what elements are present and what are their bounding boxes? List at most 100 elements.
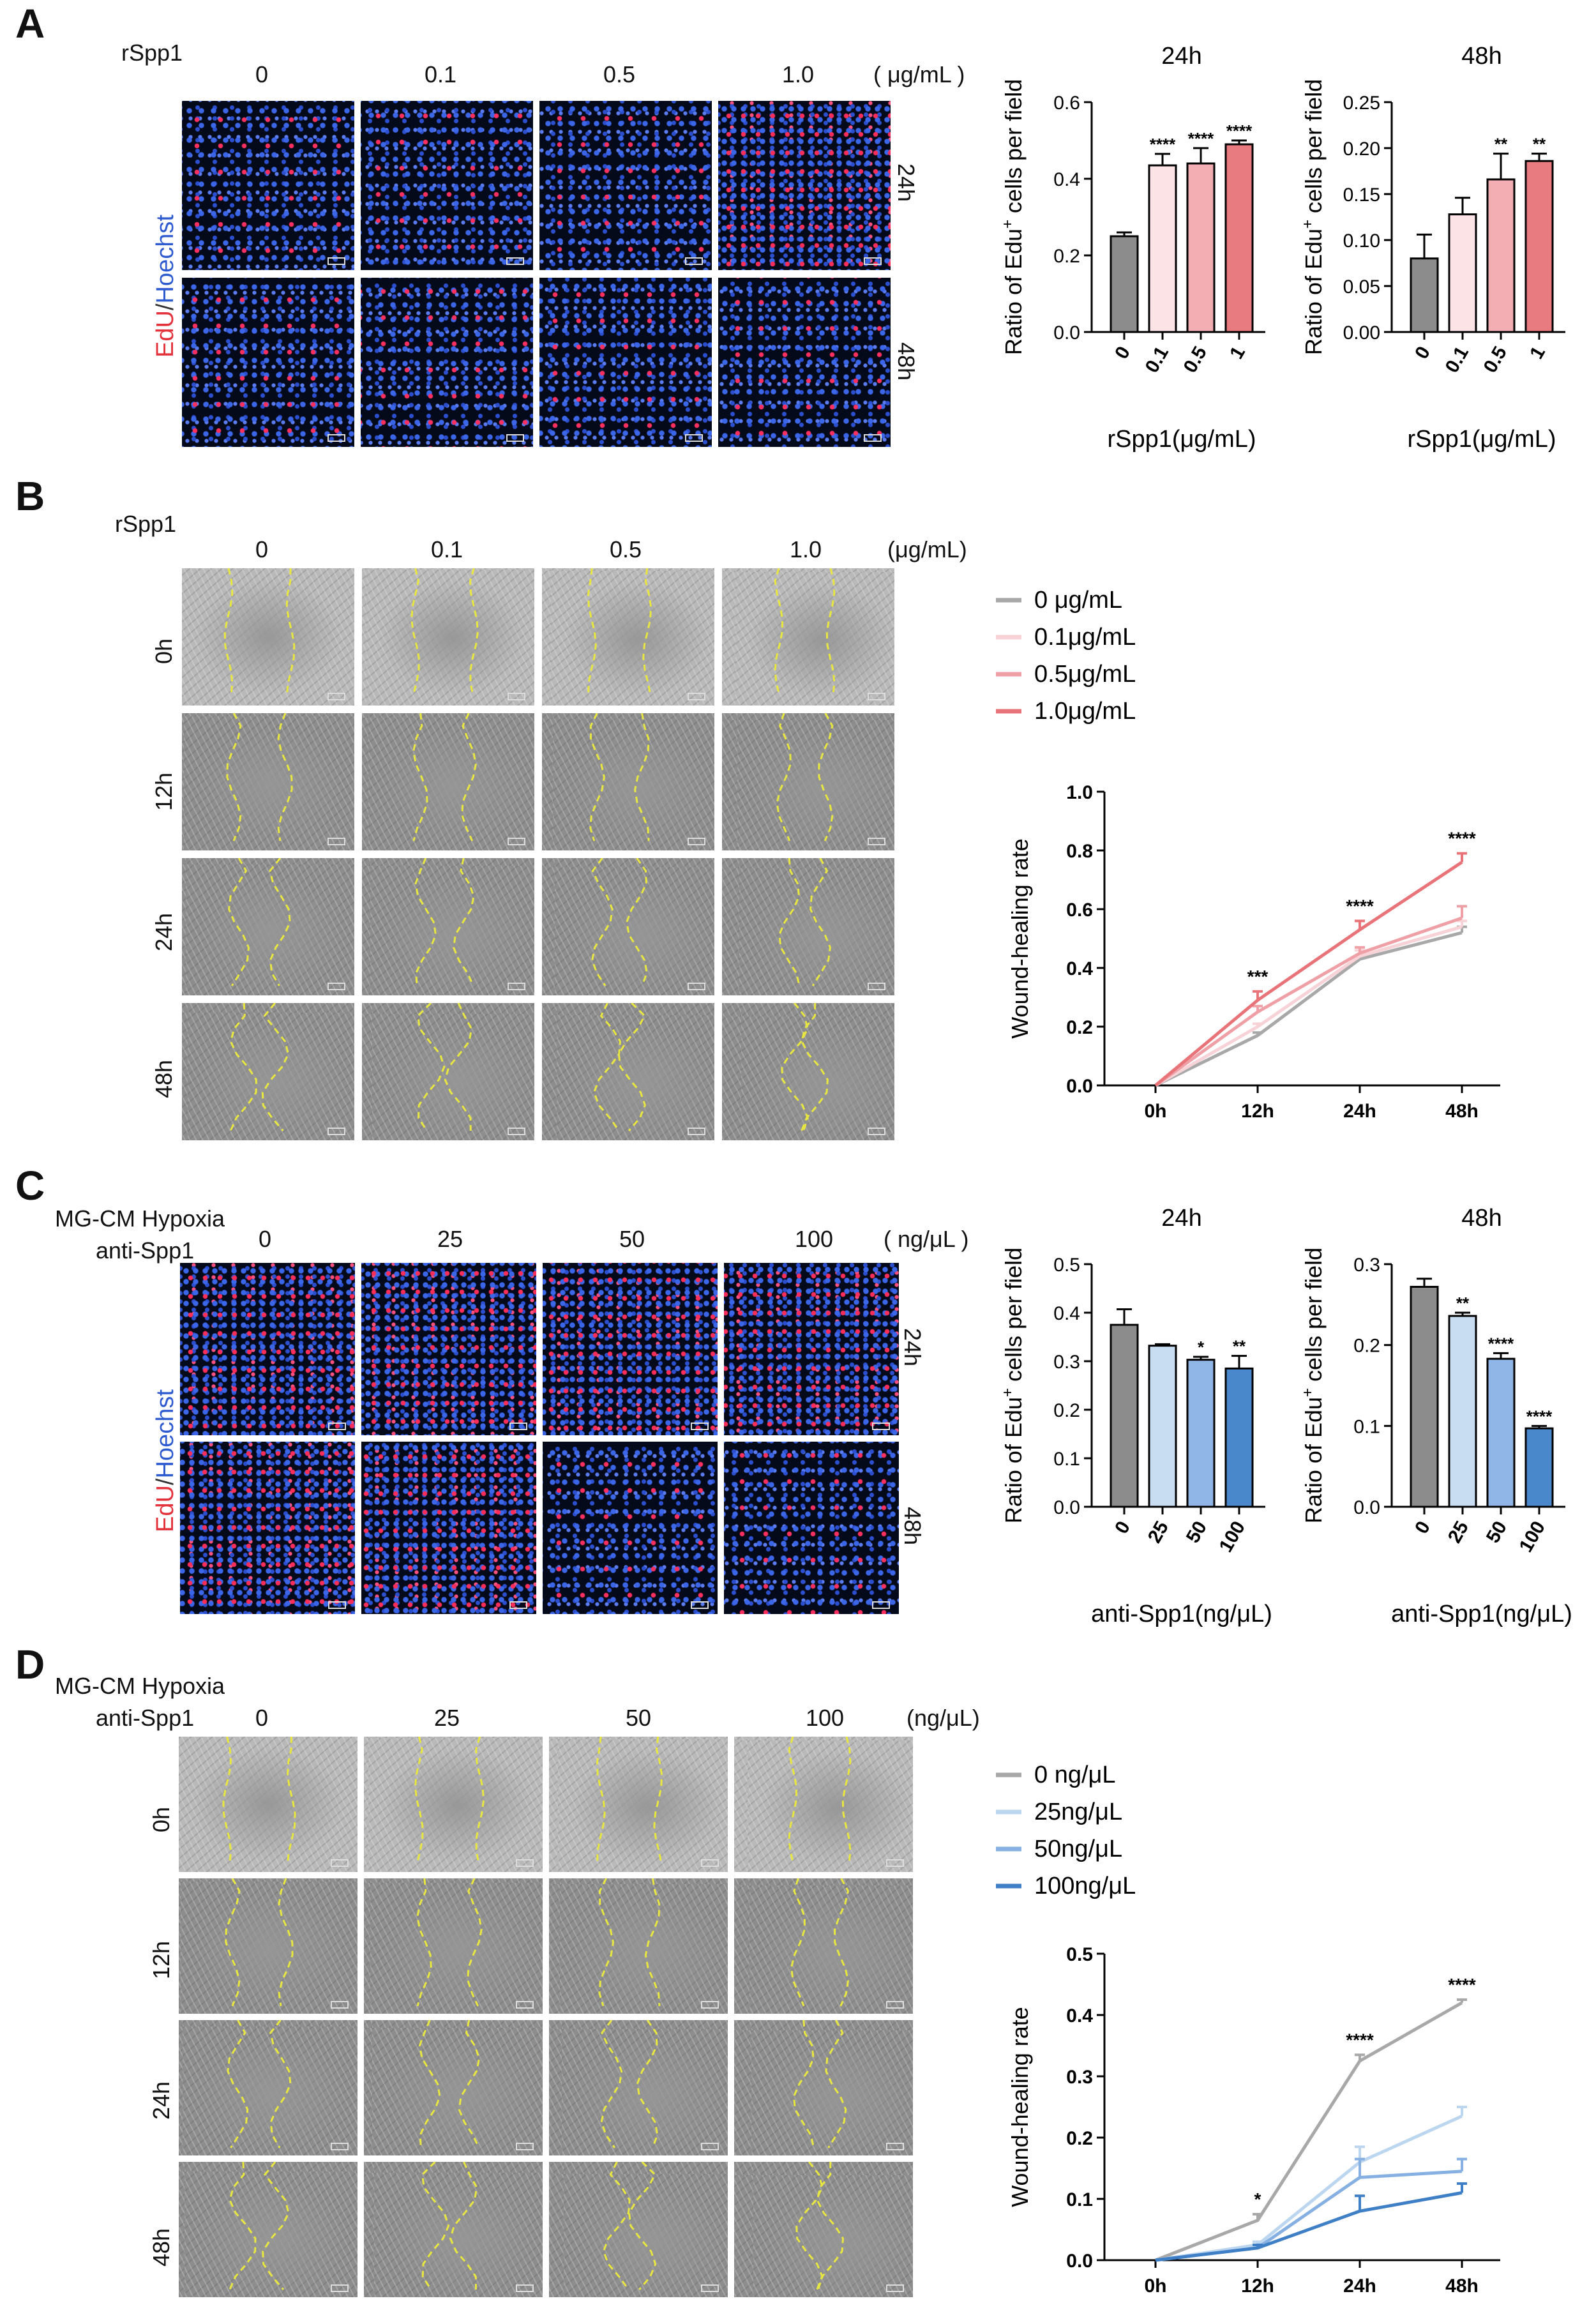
- wound-edge-lines: [776, 713, 834, 842]
- wound-edge: [626, 858, 648, 986]
- y-axis-label: Ratio of Edu+ cells per field: [999, 79, 1027, 355]
- significance-label: **: [1494, 135, 1508, 154]
- wound-edge-lines: [223, 568, 296, 697]
- row-label: 12h: [148, 1940, 174, 1979]
- micrograph: [543, 1263, 718, 1435]
- x-tick-label: 100: [1515, 1518, 1549, 1556]
- micrograph: [724, 1442, 899, 1614]
- wound-edge-lines: [412, 713, 477, 842]
- unit-label: ( μg/mL ): [873, 61, 965, 87]
- wound-edge: [223, 568, 234, 697]
- wound-micrograph: [364, 2020, 543, 2155]
- stain-label: EdU/Hoechst: [152, 215, 179, 358]
- y-tick-label: 0.4: [1066, 2005, 1093, 2026]
- wound-micrograph: [182, 568, 354, 706]
- y-tick-label: 0.4: [1066, 958, 1093, 979]
- x-tick-label: 100: [1215, 1518, 1249, 1556]
- wound-edge-lines: [600, 2020, 659, 2148]
- wound-micrograph: [549, 2162, 728, 2297]
- y-axis-label: Ratio of Edu+ cells per field: [1299, 79, 1327, 355]
- x-axis-label: anti-Spp1(ng/μL): [1391, 1601, 1572, 1627]
- wound-edge: [458, 2020, 481, 2148]
- x-tick-label: 48h: [1445, 1101, 1479, 1122]
- micrograph: [180, 1263, 355, 1435]
- row-label: 48h: [893, 342, 919, 381]
- wound-edge: [587, 568, 597, 697]
- wound-micrograph: [549, 1737, 728, 1872]
- y-tick-label: 0.1: [1353, 1416, 1380, 1437]
- wound-micrograph: [722, 713, 894, 850]
- y-tick-label: 0.3: [1053, 1352, 1080, 1373]
- legend-label: 1.0μg/mL: [1034, 698, 1136, 725]
- wound-edge: [600, 2020, 623, 2148]
- wound-edge: [461, 713, 477, 842]
- panel-label-b: B: [15, 473, 45, 519]
- wound-edge-lines: [418, 2020, 481, 2148]
- wound-edge: [598, 1878, 615, 2007]
- y-tick-label: 0.2: [1353, 1336, 1380, 1357]
- legend-label: 0.1μg/mL: [1034, 624, 1136, 651]
- wound-edge: [776, 713, 792, 842]
- wound-edge: [801, 1003, 829, 1131]
- y-tick-label: 0.10: [1343, 230, 1380, 252]
- wound-edge: [596, 1737, 606, 1865]
- micrograph: [361, 1442, 536, 1614]
- wound-edge: [444, 1003, 473, 1131]
- wound-edge: [453, 858, 475, 986]
- y-tick-label: 0.0: [1353, 1497, 1380, 1518]
- y-axis-label: Wound-healing rate: [1007, 838, 1033, 1039]
- wound-edge-lines: [589, 713, 650, 842]
- wound-micrograph: [362, 568, 534, 706]
- bar: [1410, 1285, 1439, 1508]
- wound-micrograph: [542, 858, 714, 995]
- unit-label: ( ng/μL ): [884, 1226, 969, 1252]
- chart-title: 48h: [1461, 1205, 1502, 1232]
- micrograph: [724, 1263, 899, 1435]
- significance-label: ****: [1188, 129, 1214, 148]
- y-tick-label: 0.6: [1053, 93, 1080, 114]
- conc-label: 0.5: [603, 61, 636, 87]
- y-tick-label: 0.6: [1066, 900, 1093, 921]
- treatment-label: anti-Spp1: [96, 1705, 195, 1731]
- micrograph: [361, 1263, 536, 1435]
- x-axis-label: anti-Spp1(ng/μL): [1091, 1601, 1272, 1627]
- wound-micrograph: [179, 2020, 358, 2155]
- wound-edge-lines: [414, 858, 475, 986]
- legend-label: 0 μg/mL: [1034, 587, 1122, 614]
- wound-edge-lines: [591, 858, 648, 986]
- x-axis-label: rSpp1(μg/mL): [1107, 426, 1256, 453]
- wound-edge-lines: [781, 1003, 829, 1131]
- x-tick-label: 24h: [1343, 1101, 1376, 1122]
- conc-label: 1.0: [789, 536, 822, 562]
- wound-edge: [792, 2020, 815, 2148]
- wound-micrograph: [542, 1003, 714, 1140]
- wound-edge-lines: [598, 1878, 661, 2007]
- wound-edge: [416, 1878, 432, 2007]
- bar: [1410, 257, 1439, 333]
- row-label: 48h: [148, 2228, 174, 2267]
- x-tick-label: 50: [1182, 1518, 1211, 1546]
- wound-edge: [778, 858, 801, 986]
- micrograph: [361, 101, 533, 270]
- series-line: [1154, 931, 1463, 1087]
- wound-edge-lines: [229, 2162, 290, 2290]
- wound-edge-lines: [774, 568, 836, 697]
- x-tick-label: 0h: [1144, 1101, 1166, 1122]
- y-tick-label: 0.3: [1353, 1255, 1380, 1276]
- y-tick-label: 0.0: [1066, 2251, 1093, 2272]
- row-label: 24h: [893, 163, 919, 202]
- y-tick-label: 0.20: [1343, 139, 1380, 160]
- wound-edge: [421, 2162, 450, 2290]
- bar-chart-a-24h: 24h Ratio of Edu+ cells per field 0.0 0.2 0.…: [999, 43, 1265, 453]
- series-line: [1154, 861, 1463, 1087]
- x-tick-label: 0: [1111, 343, 1134, 363]
- series-line: [1154, 916, 1463, 1087]
- wound-edge-lines: [795, 2162, 845, 2290]
- wound-edge: [781, 1003, 809, 1131]
- wound-edge: [222, 1737, 232, 1865]
- y-tick-label: 0.15: [1343, 185, 1380, 206]
- wound-micrograph: [734, 2162, 913, 2297]
- wound-micrograph: [364, 1737, 543, 1872]
- y-tick-label: 0.3: [1066, 2067, 1093, 2088]
- x-tick-label: 0: [1111, 1518, 1134, 1537]
